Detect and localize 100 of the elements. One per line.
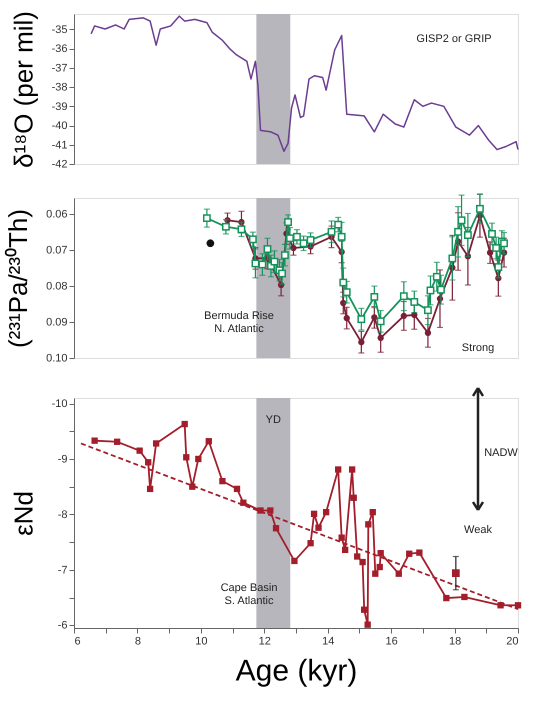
annotation: NADW xyxy=(484,447,518,459)
point xyxy=(378,550,384,556)
annotation: Bermuda Rise N. Atlantic xyxy=(204,310,274,335)
y-tick-label: -38 xyxy=(52,82,68,94)
point xyxy=(424,330,432,336)
point xyxy=(339,278,348,286)
point xyxy=(464,231,472,239)
point xyxy=(406,550,412,557)
point xyxy=(195,456,202,462)
y-axis-title: εNd xyxy=(8,491,39,536)
y-tick-label: -6 xyxy=(58,620,68,632)
annotation: Strong xyxy=(462,342,494,354)
point xyxy=(372,570,378,577)
point xyxy=(344,314,350,322)
point xyxy=(492,244,500,252)
point xyxy=(206,239,214,248)
point xyxy=(452,569,460,578)
point xyxy=(514,602,522,608)
point xyxy=(334,220,342,229)
point xyxy=(264,245,272,253)
point xyxy=(322,509,330,516)
x-tick-label: 16 xyxy=(386,636,398,648)
point xyxy=(416,549,423,556)
point xyxy=(272,525,280,532)
y-axis-title: δ¹⁸O (per mil) xyxy=(8,11,39,168)
x-tick-label: 20 xyxy=(506,636,518,648)
point xyxy=(448,254,456,262)
y-tick-label: -37 xyxy=(52,62,68,74)
point xyxy=(488,230,496,238)
point xyxy=(424,306,432,314)
y-tick-label: -40 xyxy=(52,120,68,132)
point xyxy=(338,232,346,241)
point xyxy=(251,260,260,268)
point xyxy=(365,521,372,528)
point xyxy=(443,594,450,602)
point xyxy=(335,466,342,473)
point xyxy=(348,466,356,473)
point xyxy=(476,204,484,213)
point xyxy=(458,216,466,224)
point xyxy=(234,486,240,492)
point xyxy=(240,500,247,506)
point xyxy=(437,286,445,294)
point xyxy=(267,507,274,514)
x-tick-label: 12 xyxy=(258,636,271,648)
x-tick-label: 10 xyxy=(195,636,208,648)
point xyxy=(461,594,468,600)
line-series xyxy=(90,15,519,152)
y-axis-title: (²³¹Pa/²³⁰Th) xyxy=(3,209,34,348)
y-tick-label: 0.09 xyxy=(46,316,68,329)
point xyxy=(364,622,371,628)
point xyxy=(358,339,364,346)
point xyxy=(315,524,322,531)
point xyxy=(222,222,230,231)
point xyxy=(376,564,383,570)
x-tick-label: 8 xyxy=(134,636,141,648)
point xyxy=(371,314,378,321)
point xyxy=(152,440,160,447)
point xyxy=(306,236,314,244)
point xyxy=(454,228,462,236)
point xyxy=(328,228,336,236)
point xyxy=(310,510,318,517)
point xyxy=(500,239,508,248)
point xyxy=(370,509,376,516)
point xyxy=(361,606,368,613)
x-tick-label: 18 xyxy=(448,636,462,648)
point xyxy=(291,558,298,564)
x-tick-label: 6 xyxy=(74,636,81,648)
point xyxy=(307,540,314,546)
point xyxy=(400,292,408,300)
point xyxy=(114,438,120,445)
point xyxy=(410,298,418,306)
point xyxy=(146,486,154,492)
y-tick-label: -42 xyxy=(52,158,68,170)
annotation: GISP2 or GRIP xyxy=(416,33,492,45)
point xyxy=(183,454,190,460)
annotation: Cape Basin S. Atlantic xyxy=(220,582,278,607)
point xyxy=(354,553,360,560)
point xyxy=(300,239,308,248)
point xyxy=(400,312,407,320)
point xyxy=(91,438,98,444)
y-tick-label: -9 xyxy=(58,453,68,466)
point xyxy=(248,235,257,244)
point xyxy=(338,534,345,541)
point xyxy=(293,232,301,241)
point xyxy=(350,494,357,501)
point xyxy=(182,420,188,428)
point xyxy=(396,570,402,577)
point xyxy=(219,478,226,484)
point xyxy=(286,234,294,242)
point xyxy=(342,288,351,296)
y-tick-label: 0.10 xyxy=(46,352,68,364)
point xyxy=(280,251,289,260)
point xyxy=(486,249,494,256)
point xyxy=(206,438,212,444)
y-tick-label: -41 xyxy=(52,139,68,152)
point xyxy=(370,292,378,301)
point xyxy=(270,258,278,266)
point xyxy=(357,315,366,324)
point xyxy=(202,214,211,222)
point xyxy=(284,218,292,226)
